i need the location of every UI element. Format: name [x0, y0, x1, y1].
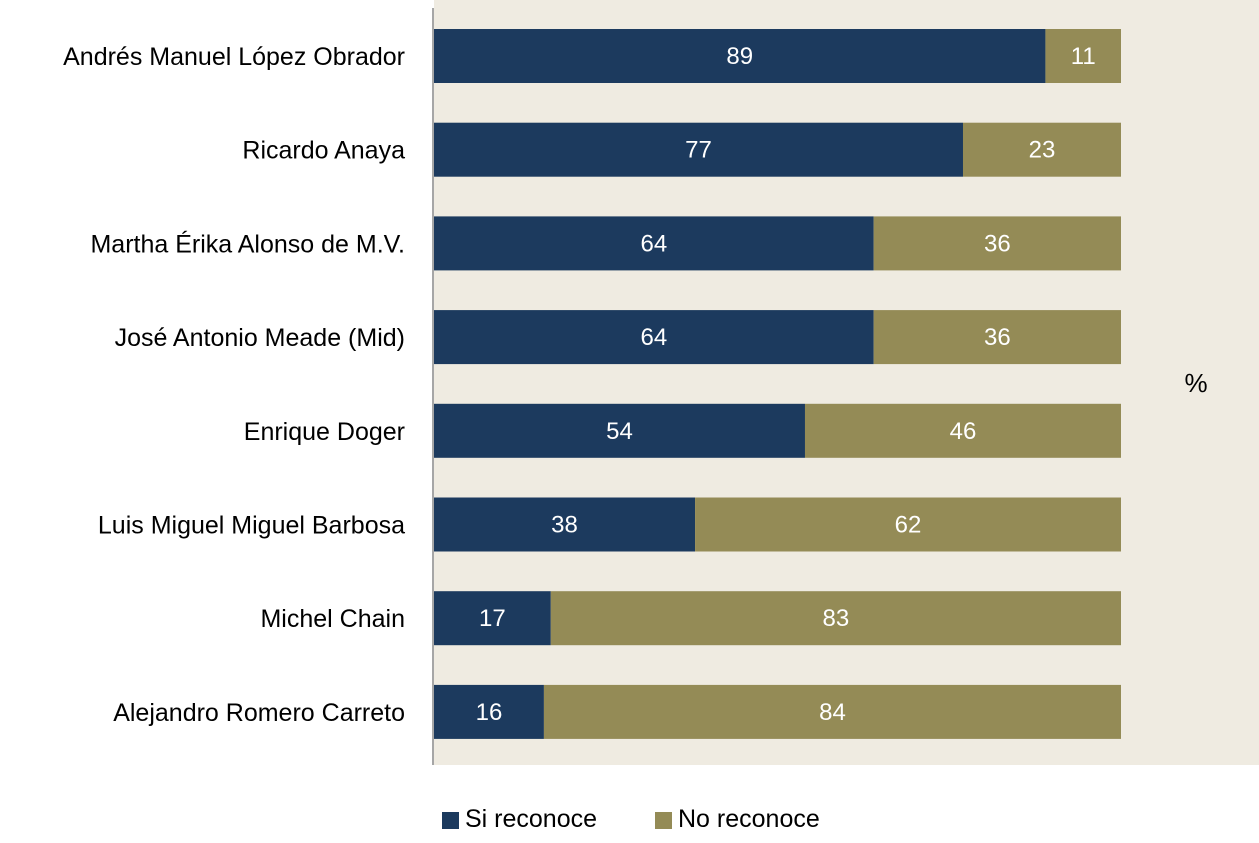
bar-si-reconoce-4: [434, 403, 805, 458]
data-label-si-reconoce-1: 77: [685, 137, 712, 164]
category-label-6: Michel Chain: [260, 605, 405, 633]
legend-swatch-no-reconoce: [655, 812, 672, 829]
bar-si-reconoce-3: [434, 310, 874, 365]
legend-label-si-reconoce: Si reconoce: [465, 805, 597, 833]
data-label-no-reconoce-5: 62: [895, 512, 922, 539]
unit-label: %: [1184, 368, 1207, 398]
data-label-no-reconoce-1: 23: [1029, 137, 1056, 164]
data-label-si-reconoce-6: 17: [479, 605, 506, 632]
data-label-no-reconoce-3: 36: [984, 324, 1011, 351]
data-label-si-reconoce-4: 54: [606, 418, 633, 445]
bars-group: [434, 29, 1121, 739]
data-label-si-reconoce-0: 89: [726, 43, 753, 70]
category-label-7: Alejandro Romero Carreto: [113, 699, 405, 727]
plot-background: [434, 0, 1259, 765]
data-label-si-reconoce-2: 64: [640, 230, 667, 257]
bar-no-reconoce-3: [873, 310, 1121, 365]
data-label-si-reconoce-5: 38: [551, 512, 578, 539]
category-label-5: Luis Miguel Miguel Barbosa: [98, 512, 405, 540]
bar-no-reconoce-2: [873, 216, 1121, 271]
category-labels-group: Andrés Manuel López Obrador Ricardo Anaya…: [63, 43, 405, 727]
legend-swatch-si-reconoce: [442, 812, 459, 829]
bar-no-reconoce-0: [1045, 29, 1121, 83]
bar-no-reconoce-5: [695, 497, 1121, 552]
legend-label-no-reconoce: No reconoce: [678, 805, 820, 833]
bar-si-reconoce-2: [434, 216, 874, 271]
data-label-no-reconoce-0: 11: [1071, 43, 1096, 70]
data-label-no-reconoce-7: 84: [819, 699, 846, 726]
bar-no-reconoce-4: [804, 403, 1121, 458]
bar-no-reconoce-6: [550, 591, 1121, 646]
bar-si-reconoce-6: [434, 591, 551, 646]
bar-si-reconoce-0: [434, 29, 1046, 83]
bar-si-reconoce-1: [434, 122, 963, 177]
bar-si-reconoce-5: [434, 497, 696, 552]
category-label-3: José Antonio Meade (Mid): [115, 324, 405, 352]
data-label-si-reconoce-3: 64: [640, 324, 667, 351]
bar-si-reconoce-7: [434, 684, 544, 739]
bar-no-reconoce-1: [962, 122, 1121, 177]
data-label-no-reconoce-6: 83: [823, 605, 850, 632]
category-label-1: Ricardo Anaya: [242, 137, 405, 165]
category-label-4: Enrique Doger: [244, 418, 405, 446]
category-label-2: Martha Érika Alonso de M.V.: [90, 229, 405, 258]
data-labels-group: 89 11 77 23 64 36 64 36 54 46 38 62 17 83 16 84: [476, 43, 1096, 726]
data-label-no-reconoce-2: 36: [984, 230, 1011, 257]
category-label-0: Andrés Manuel López Obrador: [63, 43, 405, 71]
bar-no-reconoce-7: [543, 684, 1121, 739]
data-label-no-reconoce-4: 46: [950, 418, 977, 445]
data-label-si-reconoce-7: 16: [476, 699, 503, 726]
legend: Si reconoce No reconoce: [442, 805, 820, 833]
